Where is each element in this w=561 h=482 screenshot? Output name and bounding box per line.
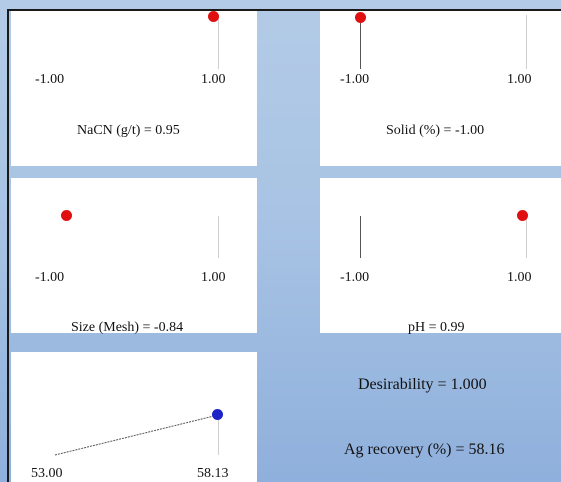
- factor-value-dot[interactable]: [208, 11, 219, 22]
- factor-caption: Size (Mesh) = -0.84: [71, 320, 184, 335]
- factor-panel-ph: -1.00 1.00 pH = 0.99: [320, 178, 561, 335]
- factor-value-dot[interactable]: [61, 210, 72, 221]
- min-tick: [360, 15, 361, 69]
- factor-value-dot[interactable]: [517, 210, 528, 221]
- max-label: 1.00: [201, 270, 226, 285]
- max-tick: [526, 216, 527, 258]
- min-label: -1.00: [340, 72, 370, 87]
- factor-value-dot[interactable]: [355, 12, 366, 23]
- max-tick: [218, 415, 219, 455]
- max-tick: [218, 15, 219, 69]
- max-tick: [526, 15, 527, 69]
- max-tick: [218, 216, 219, 258]
- desirability-readout: Desirability = 1.000: [358, 376, 487, 393]
- factor-panel-nacn: -1.00 1.00 NaCN (g/t) = 0.95: [11, 11, 257, 166]
- max-label: 1.00: [507, 270, 532, 285]
- response-panel-ag-recovery: 53.00 58.13: [11, 352, 257, 482]
- min-tick: [360, 216, 361, 258]
- frame-border-left: [7, 9, 9, 482]
- factor-caption: Solid (%) = -1.00: [386, 123, 485, 138]
- max-label: 1.00: [201, 72, 226, 87]
- min-label: -1.00: [35, 72, 65, 87]
- factor-panel-size: -1.00 1.00 Size (Mesh) = -0.84: [11, 178, 257, 335]
- ag-recovery-readout: Ag recovery (%) = 58.16: [344, 441, 505, 458]
- factor-caption: pH = 0.99: [408, 320, 465, 335]
- min-label: -1.00: [35, 270, 65, 285]
- response-ramp-line: [54, 414, 219, 456]
- max-label: 1.00: [507, 72, 532, 87]
- frame-border-top: [7, 9, 561, 11]
- min-label: -1.00: [340, 270, 370, 285]
- response-value-dot[interactable]: [212, 409, 223, 420]
- factor-caption: NaCN (g/t) = 0.95: [77, 123, 180, 138]
- min-label: 53.00: [31, 466, 63, 481]
- factor-panel-solid: -1.00 1.00 Solid (%) = -1.00: [320, 11, 561, 166]
- max-label: 58.13: [197, 466, 229, 481]
